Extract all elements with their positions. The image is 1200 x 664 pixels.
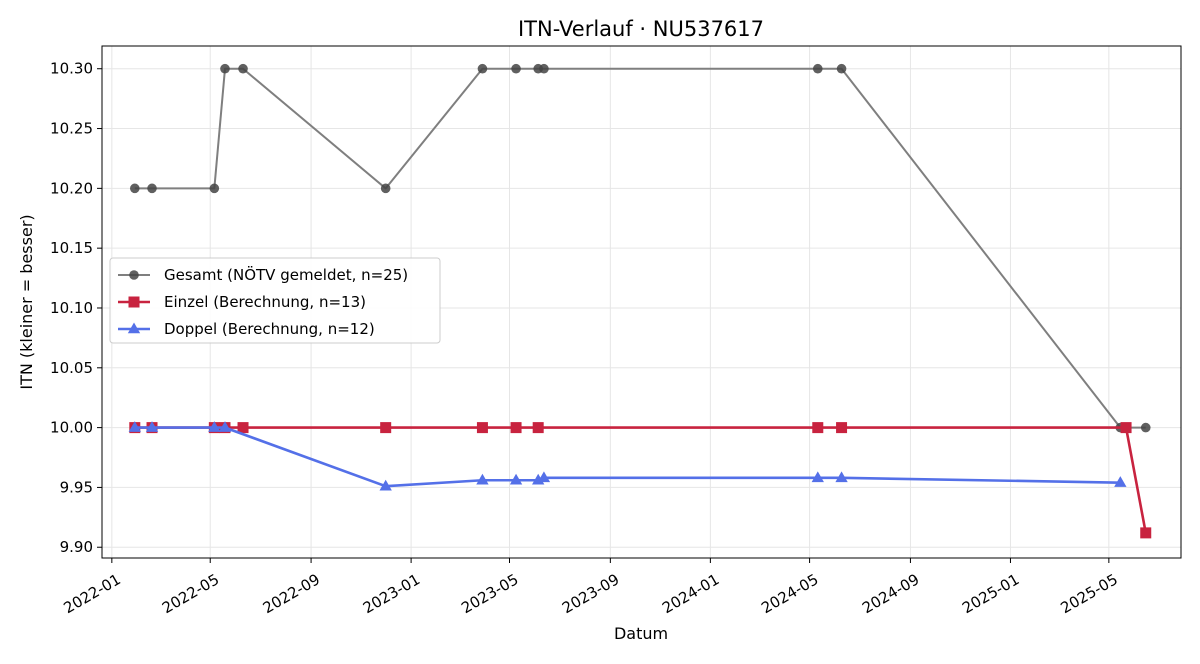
y-tick-label: 10.20 [50, 179, 93, 197]
data-point-doppel [537, 471, 551, 483]
data-point-doppel [379, 479, 392, 491]
data-point-gesamt [129, 183, 140, 194]
chart-title: ITN-Verlauf · NU537617 [518, 17, 764, 41]
data-point-gesamt [380, 183, 391, 194]
y-tick-label: 10.00 [50, 419, 93, 437]
data-point-einzel [510, 422, 522, 434]
y-tick-label: 9.95 [60, 478, 93, 496]
data-point-doppel [218, 421, 232, 432]
y-tick-label: 10.05 [50, 359, 93, 377]
x-tick-label: 2022-01 [61, 570, 124, 617]
x-tick-label: 2024-01 [659, 570, 722, 617]
data-point-gesamt [477, 63, 488, 74]
data-point-einzel [1120, 422, 1132, 434]
data-point-gesamt [209, 183, 220, 194]
legend: Gesamt (NÖTV gemeldet, n=25) Einzel (Bere… [109, 257, 441, 344]
x-tick-label: 2023-01 [360, 570, 423, 617]
legend-item-einzel: Einzel (Berechnung, n=13) [118, 293, 366, 311]
x-tick-label: 2022-05 [159, 570, 222, 617]
data-point-doppel [1114, 476, 1127, 487]
data-point-doppel [811, 471, 824, 483]
x-tick-label: 2022-09 [260, 570, 323, 617]
x-tick-label: 2025-01 [959, 570, 1022, 617]
x-tick-label: 2024-05 [758, 570, 821, 617]
data-point-einzel [1140, 527, 1152, 539]
y-tick-label: 9.90 [60, 538, 93, 556]
legend-item-gesamt: Gesamt (NÖTV gemeldet, n=25) [118, 265, 408, 284]
y-tick-label: 10.25 [50, 120, 93, 138]
data-point-doppel [208, 421, 221, 432]
legend-label: Einzel (Berechnung, n=13) [164, 293, 366, 311]
legend-marker [127, 322, 141, 334]
y-tick-label: 10.10 [50, 299, 93, 317]
data-point-gesamt [220, 63, 230, 74]
y-axis-label: ITN (kleiner = besser) [17, 214, 36, 389]
data-point-doppel [128, 421, 141, 432]
data-point-gesamt [238, 63, 248, 74]
data-point-gesamt [147, 183, 157, 194]
data-point-einzel [476, 422, 488, 434]
series-doppel [128, 421, 1127, 491]
legend-marker [129, 270, 139, 280]
plot-frame [101, 45, 1182, 559]
data-point-gesamt [511, 63, 521, 74]
y-tick-label: 10.15 [50, 239, 93, 257]
x-tick-label: 2024-09 [859, 570, 922, 617]
data-point-gesamt [836, 63, 847, 74]
series-line-doppel [134, 426, 1121, 488]
x-axis: 2022-01 2022-05 2022-09 2023-01 2023-05 2023-… [61, 558, 1121, 617]
legend-box [109, 257, 441, 344]
data-point-gesamt [539, 63, 549, 74]
data-point-einzel [532, 422, 544, 434]
legend-marker [128, 296, 140, 308]
data-point-gesamt [812, 63, 823, 74]
y-axis: 9.90 9.95 10.00 10.05 10.10 10.15 10.20 10.25 10… [50, 60, 102, 556]
x-tick-label: 2023-05 [458, 570, 521, 617]
data-point-doppel [509, 473, 523, 485]
data-point-einzel [836, 422, 848, 434]
data-point-doppel [835, 471, 848, 483]
data-point-doppel [145, 421, 159, 432]
series-layer [128, 63, 1152, 539]
y-tick-label: 10.30 [50, 60, 93, 78]
series-gesamt [129, 63, 1151, 433]
legend-label: Doppel (Berechnung, n=12) [164, 320, 375, 338]
x-axis-label: Datum [614, 624, 668, 643]
data-point-einzel [812, 422, 824, 434]
legend-label: Gesamt (NÖTV gemeldet, n=25) [164, 265, 408, 284]
legend-item-doppel: Doppel (Berechnung, n=12) [118, 320, 375, 338]
data-point-gesamt [1140, 422, 1151, 433]
data-point-einzel [380, 422, 392, 434]
x-tick-label: 2023-09 [559, 570, 622, 617]
x-tick-label: 2025-05 [1058, 570, 1121, 617]
data-point-einzel [237, 422, 249, 434]
data-point-doppel [476, 473, 489, 485]
